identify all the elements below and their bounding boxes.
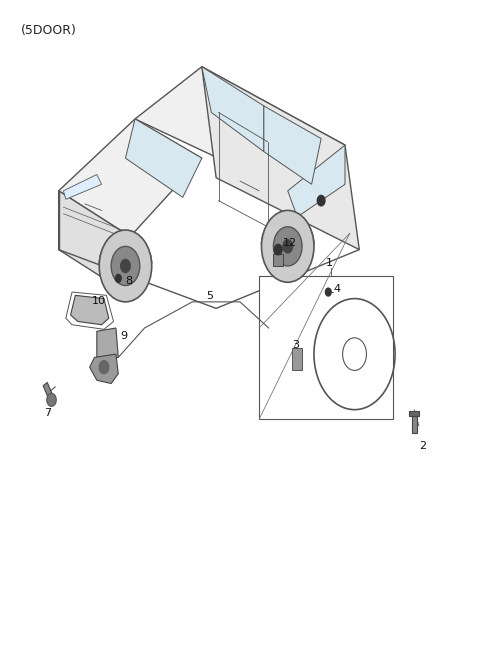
Circle shape [99, 230, 152, 302]
Bar [409, 411, 419, 416]
Circle shape [325, 288, 331, 296]
Text: 1: 1 [326, 258, 333, 268]
Text: 9: 9 [120, 331, 128, 341]
Polygon shape [202, 67, 264, 152]
FancyBboxPatch shape [259, 276, 393, 419]
Text: 3: 3 [292, 340, 300, 350]
Text: 4: 4 [333, 284, 340, 294]
Polygon shape [63, 174, 102, 199]
Text: 2: 2 [419, 441, 426, 451]
Text: 7: 7 [44, 408, 51, 418]
Polygon shape [288, 145, 345, 217]
Bar [274, 254, 283, 266]
Circle shape [111, 247, 140, 285]
Polygon shape [59, 119, 202, 237]
Circle shape [262, 211, 314, 282]
Text: 5: 5 [206, 291, 214, 300]
Circle shape [47, 394, 56, 406]
Bar [43, 382, 53, 400]
Circle shape [120, 259, 130, 272]
Polygon shape [264, 106, 321, 184]
Polygon shape [71, 295, 109, 325]
Polygon shape [59, 191, 130, 295]
Text: 8: 8 [125, 276, 132, 285]
Text: (5DOOR): (5DOOR) [21, 24, 76, 37]
Bar [291, 348, 302, 371]
Circle shape [116, 274, 121, 282]
Circle shape [274, 227, 302, 266]
Polygon shape [295, 341, 309, 371]
Text: 12: 12 [283, 238, 297, 249]
Polygon shape [135, 67, 345, 191]
Circle shape [99, 361, 109, 374]
Polygon shape [97, 328, 118, 361]
Bar [412, 416, 417, 432]
Circle shape [283, 240, 292, 253]
Polygon shape [90, 354, 118, 384]
Polygon shape [202, 67, 360, 250]
Circle shape [275, 245, 282, 255]
Polygon shape [125, 119, 202, 197]
Text: 10: 10 [92, 296, 106, 306]
Circle shape [317, 195, 325, 206]
